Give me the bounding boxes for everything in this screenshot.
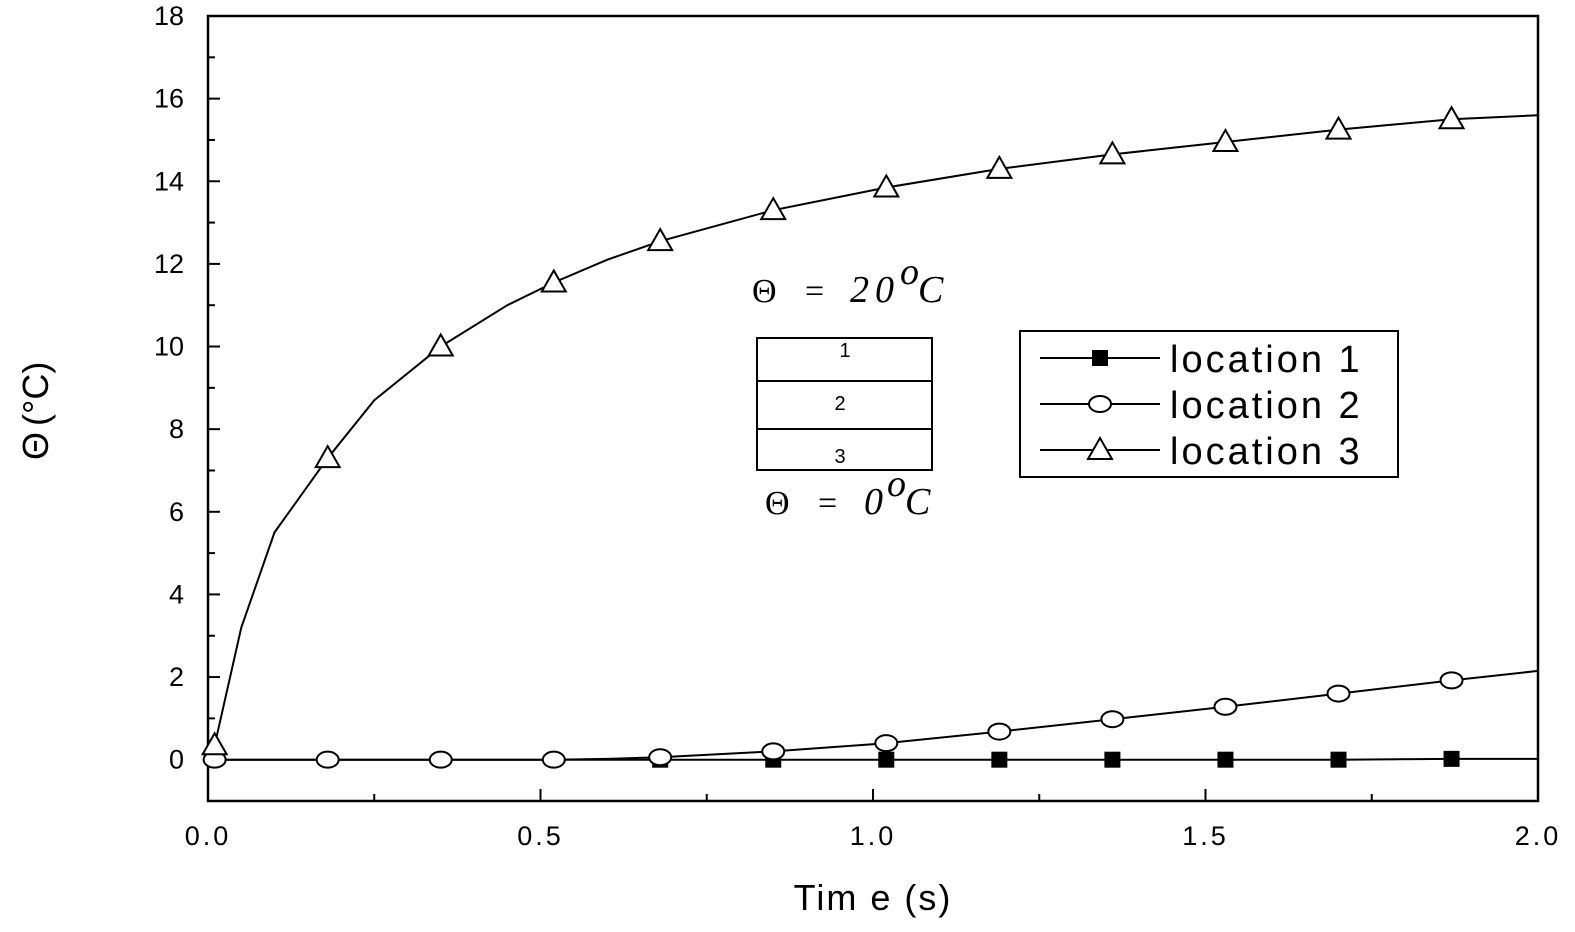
x-tick-label: 0.0	[185, 821, 232, 851]
top-boundary-value: 20	[850, 269, 900, 311]
series-2-marker	[428, 750, 453, 769]
series-line-2	[214, 669, 1539, 761]
series-line-3	[213, 114, 1539, 746]
x-tick-label: 1.5	[1182, 821, 1229, 851]
bottom-boundary-degree: o	[887, 463, 906, 505]
series-1-marker	[878, 751, 895, 768]
series-lines	[213, 114, 1539, 761]
series-2-marker	[1100, 710, 1125, 729]
series-3-marker	[1211, 127, 1240, 153]
x-tick-label: 0.5	[517, 821, 564, 851]
legend-marker-3	[1086, 435, 1114, 460]
y-tick-label: 6	[169, 497, 184, 527]
bottom-boundary-symbol: Θ	[765, 485, 790, 522]
series-2-marker	[541, 750, 566, 769]
layer-label-1: 1	[839, 340, 850, 362]
layer-label-3: 3	[834, 446, 845, 468]
annotation: Θ = 20 o C 1 2 3 Θ = 0 o C	[752, 251, 944, 523]
legend-label-2: location 2	[1170, 385, 1363, 427]
legend-marker-2	[1088, 395, 1112, 413]
bottom-boundary-eq: =	[818, 485, 837, 522]
series-1-marker	[1217, 751, 1234, 768]
series-2-marker	[1326, 684, 1351, 703]
series-1-marker	[991, 751, 1008, 768]
series-3-marker	[313, 444, 342, 469]
series-3-marker	[200, 731, 229, 756]
legend-label-3: location 3	[1170, 431, 1363, 473]
series-3-marker	[646, 227, 674, 252]
series-2-marker	[1213, 697, 1238, 716]
y-tick-label: 18	[154, 1, 184, 31]
top-boundary-unit: C	[918, 269, 944, 311]
series-2-marker	[987, 722, 1012, 741]
series-1-marker	[1443, 750, 1460, 767]
series-3-marker	[540, 268, 568, 293]
series-2-marker	[1439, 671, 1464, 690]
bottom-boundary-unit: C	[905, 481, 931, 523]
series-2-marker	[874, 734, 899, 753]
y-axis-unit: (°C)	[15, 362, 56, 426]
series-3-marker	[1324, 115, 1353, 140]
x-axis-title: Tim e (s)	[794, 877, 953, 918]
legend-marker-1	[1092, 350, 1108, 366]
top-boundary-symbol: Θ	[752, 273, 777, 310]
bottom-boundary-value: 0	[864, 481, 883, 523]
series-2-marker	[761, 742, 786, 761]
series-1-marker	[1330, 751, 1347, 768]
y-tick-label: 10	[154, 332, 184, 362]
y-axis-symbol: Θ	[15, 432, 56, 460]
layer-box	[756, 337, 933, 471]
series-2-marker	[315, 750, 340, 769]
top-boundary-eq: =	[805, 273, 824, 310]
series-3-marker	[985, 154, 1014, 179]
y-tick-label: 8	[169, 414, 184, 444]
series-1-marker	[1104, 751, 1121, 768]
y-tick-label: 0	[169, 745, 184, 775]
legend-label-1: location 1	[1170, 339, 1363, 381]
series-3-marker	[759, 196, 787, 221]
series-3-marker	[1098, 140, 1127, 165]
series-3-marker	[1437, 105, 1466, 130]
series-3-marker	[872, 173, 901, 198]
y-tick-label: 12	[154, 249, 184, 279]
series-3-marker	[427, 332, 455, 357]
x-tick-label: 2.0	[1515, 821, 1562, 851]
y-axis-title: Θ (°C)	[15, 362, 56, 460]
y-tick-label: 4	[169, 579, 184, 609]
series-2-marker	[648, 748, 673, 767]
y-tick-label: 2	[169, 662, 184, 692]
layer-label-2: 2	[834, 393, 845, 415]
y-tick-label: 14	[154, 166, 184, 196]
x-tick-label: 1.0	[850, 821, 897, 851]
axis-ticks	[207, 15, 1539, 802]
series-line-1	[214, 757, 1538, 761]
y-tick-label: 16	[154, 84, 184, 114]
top-boundary-degree: o	[900, 251, 919, 293]
series-markers	[200, 105, 1466, 769]
